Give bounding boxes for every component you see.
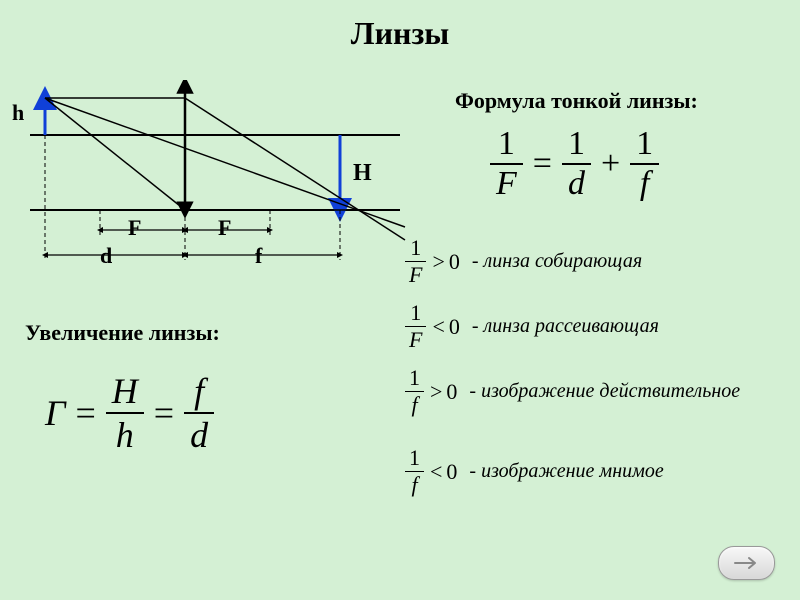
lens-eq: = [533,145,552,183]
cond-desc: - изображение мнимое [469,460,663,483]
lens-diagram [10,80,410,280]
condition-row: 1f>0 - изображение действительное [405,365,740,418]
page-title: Линзы [0,15,800,52]
thin-lens-formula: 1 F = 1 d + 1 f [490,125,659,203]
cond-op: > [430,379,442,405]
cond-num: 1 [405,445,424,472]
cond-num: 1 [405,235,426,262]
cond-op: < [432,314,444,340]
cond-rhs: 0 [449,314,460,340]
label-d: d [100,243,112,269]
cond-rhs: 0 [446,379,457,405]
magnification-subtitle: Увеличение линзы: [25,320,220,346]
label-h: h [12,100,24,126]
gamma: Г [45,392,65,434]
mag-eq2: = [154,392,174,434]
cond-rhs: 0 [446,459,457,485]
formula-subtitle: Формула тонкой линзы: [455,88,698,114]
label-F1: F [128,215,141,241]
mag-f2-den: d [184,414,214,456]
cond-op: > [432,249,444,275]
cond-num: 1 [405,300,426,327]
condition-row: 1f<0 - изображение мнимое [405,445,664,498]
ray-focal [45,98,185,210]
next-button[interactable] [718,546,775,580]
label-H: H [353,160,372,187]
cond-den: f [405,392,424,418]
cond-rhs: 0 [449,249,460,275]
condition-row: 1F>0 - линза собирающая [405,235,642,288]
lens-lhs-num: 1 [490,125,523,165]
condition-row: 1F<0 - линза рассеивающая [405,300,659,353]
label-F2: F [218,215,231,241]
ray-center [45,98,405,227]
cond-desc: - линза рассеивающая [472,315,659,338]
arrow-right-icon [734,556,760,570]
cond-den: F [405,262,426,288]
cond-den: f [405,472,424,498]
mag-f1-den: h [106,414,144,456]
mag-eq1: = [75,392,95,434]
label-f: f [255,243,262,269]
lens-plus: + [601,145,620,183]
mag-f2-num: f [184,370,214,414]
cond-num: 1 [405,365,424,392]
lens-lhs-den: F [490,165,523,203]
cond-desc: - изображение действительное [469,380,740,403]
cond-op: < [430,459,442,485]
lens-rhs-num: 1 [630,125,659,165]
cond-den: F [405,327,426,353]
cond-desc: - линза собирающая [472,250,642,273]
lens-rhs-den: f [630,165,659,203]
mag-f1-num: H [106,370,144,414]
magnification-formula: Г = H h = f d [45,370,214,456]
lens-mid-den: d [562,165,591,203]
lens-mid-num: 1 [562,125,591,165]
